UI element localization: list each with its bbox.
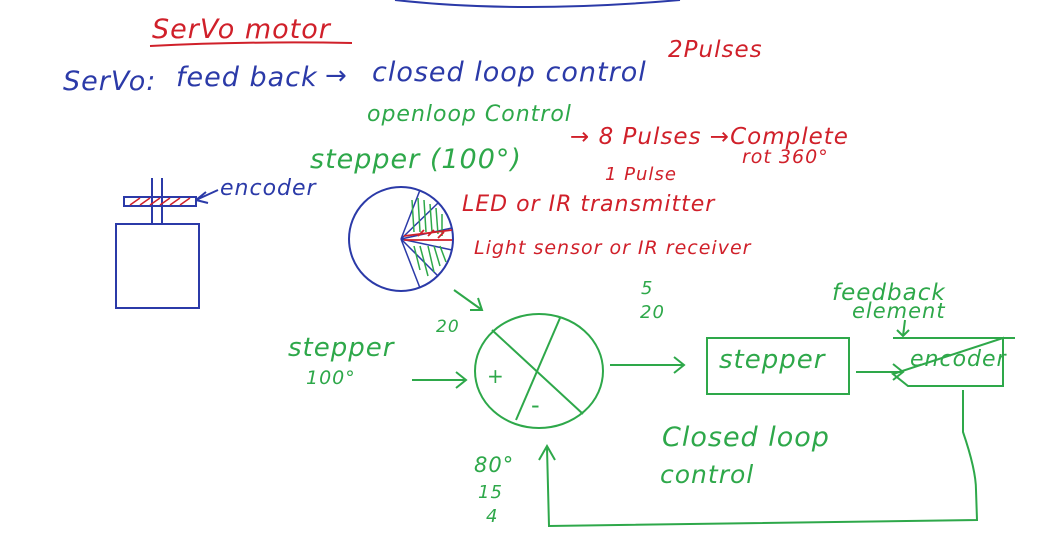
title-text: SerVo motor	[152, 14, 332, 45]
pulses-arrow-text: → 8 Pulses →Complete	[570, 124, 849, 150]
closed-loop-label-2: control	[660, 460, 754, 489]
open-loop-label: openloop Control	[367, 102, 572, 127]
one-pulse-text: 1 Pulse	[605, 164, 677, 185]
minus-sign: -	[531, 391, 540, 419]
disc-red-marker	[403, 229, 453, 241]
encoder-block	[890, 336, 1015, 387]
feedback-label: feed back	[176, 62, 318, 93]
time-note-5: 5	[641, 278, 653, 299]
stepper-block	[706, 337, 850, 395]
led-transmitter-text: LED or IR transmitter	[462, 192, 716, 217]
input-stepper-label: stepper	[288, 333, 396, 363]
disc-spoke	[400, 238, 439, 277]
motor-body	[115, 223, 200, 309]
disc-spoke	[400, 238, 421, 289]
encoder-pointer-arrow	[195, 189, 219, 204]
closed-loop-label: Closed loop	[662, 422, 830, 453]
feedback-element-pointer	[896, 319, 910, 338]
disc-circle	[348, 186, 454, 292]
disc-slot-hatch	[411, 197, 447, 277]
rotation-text: rot 360°	[742, 146, 829, 168]
stepper-open-label: stepper (100°)	[310, 144, 522, 175]
plus-sign: +	[487, 364, 504, 388]
bottom-value-four: 4	[486, 506, 498, 527]
junction-to-stepper-arrow	[610, 356, 686, 374]
feedback-element-label: feedback	[832, 280, 946, 306]
input-arrow	[412, 371, 468, 389]
disc-spoke	[400, 189, 421, 240]
closed-loop-control-label: closed loop control	[372, 57, 647, 88]
title-underline	[149, 41, 353, 47]
feedback-element-label-2: element	[852, 299, 946, 323]
summing-junction-circle	[474, 313, 604, 429]
feedback-loop-line	[538, 390, 979, 528]
summing-junction: + -	[474, 313, 604, 429]
time-note-20: 20	[640, 302, 665, 323]
top-edge-stroke	[394, 0, 681, 8]
servo-arrow: →	[325, 61, 347, 91]
encoder-hatch	[129, 197, 191, 206]
diagonal-arrow	[453, 289, 484, 311]
stepper-block-label: stepper	[719, 345, 827, 375]
bottom-value-time: 15	[478, 482, 503, 503]
input-angle-label: 100°	[306, 367, 356, 389]
encoder-disc-diagram	[348, 186, 454, 292]
encoder-sketch-label: encoder	[220, 176, 318, 201]
junction-cross-2	[515, 317, 561, 421]
arrow-value-label: 20	[436, 317, 460, 337]
encoder-block-label: encoder	[910, 347, 1008, 372]
servo-label: SerVo:	[63, 66, 156, 97]
light-sensor-text: Light sensor or IR receiver	[474, 237, 752, 259]
pulses-note: 2Pulses	[668, 37, 763, 63]
motor-sketch	[115, 178, 219, 309]
encoder-disc	[123, 196, 197, 207]
bottom-value-angle: 80°	[474, 453, 514, 477]
